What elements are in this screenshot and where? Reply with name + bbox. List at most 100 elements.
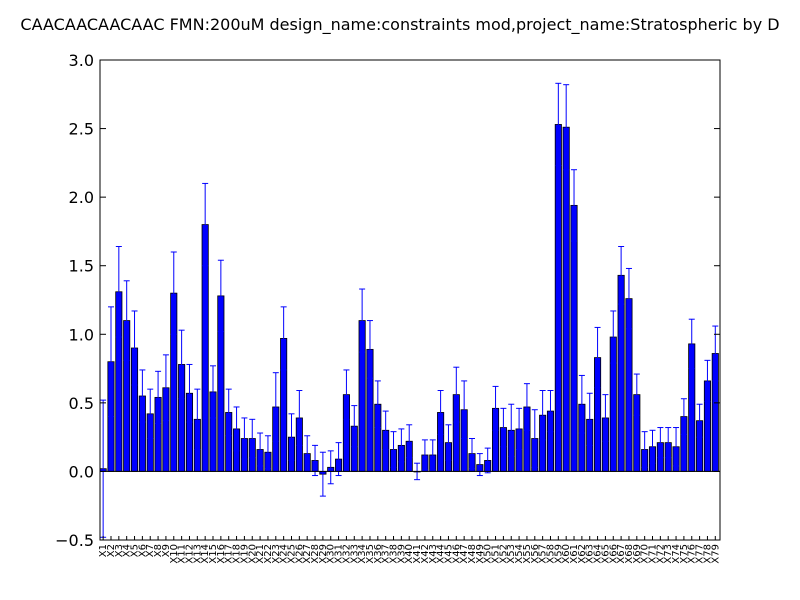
error-bar-X75 (680, 398, 687, 435)
error-bar-X21 (257, 432, 264, 467)
y-tick-label: 0.5 (69, 394, 94, 413)
error-bar-X45 (445, 424, 452, 461)
error-bar-X65 (602, 394, 609, 442)
error-bar-X20 (249, 418, 256, 459)
x-tick-label-X34: X34 (357, 544, 368, 564)
error-bar-X17 (225, 388, 232, 437)
y-tick-label: 3.0 (69, 51, 94, 70)
error-bar-X14 (202, 182, 209, 267)
error-bar-X79 (712, 325, 719, 382)
x-tick-label-X61: X61 (569, 544, 580, 564)
x-tick-label-X76: X76 (687, 544, 698, 564)
x-tick-label-X8: X8 (153, 544, 164, 557)
error-bar-X9 (162, 354, 169, 422)
error-bar-X32 (343, 369, 350, 420)
bar-X61 (570, 204, 578, 472)
error-bar-X37 (382, 410, 389, 450)
error-bar-X16 (217, 259, 224, 333)
error-bar-X39 (398, 428, 405, 463)
error-bar-X73 (665, 427, 672, 459)
error-bar-X6 (139, 369, 146, 423)
x-tick-label-X5: X5 (130, 544, 141, 557)
x-tick-label-X7: X7 (145, 544, 156, 557)
x-tick-label-X79: X79 (710, 544, 721, 564)
x-tick-label-X6: X6 (137, 544, 148, 557)
x-tick-label-X12: X12 (184, 544, 195, 564)
x-tick-label-X10: X10 (169, 544, 180, 564)
x-tick-label-X36: X36 (373, 544, 384, 564)
x-tick-label-X53: X53 (506, 544, 517, 564)
error-bar-X48 (469, 438, 475, 470)
error-bar-X43 (429, 439, 436, 471)
x-tick-label-X78: X78 (702, 544, 713, 564)
error-bar-X76 (688, 318, 695, 370)
x-tick-label-X57: X57 (538, 544, 549, 564)
x-tick-label-X35: X35 (365, 544, 376, 564)
x-tick-label-X46: X46 (451, 544, 462, 564)
x-tick-label-X33: X33 (349, 544, 360, 564)
x-tick-label-X71: X71 (648, 544, 659, 564)
error-bar-X40 (406, 424, 413, 459)
error-bar-X7 (147, 388, 154, 440)
error-bar-X24 (280, 306, 287, 371)
y-tick-label: 1.0 (69, 325, 94, 344)
error-bar-X3 (115, 246, 122, 338)
error-bar-X52 (500, 407, 507, 448)
x-tick-label-X4: X4 (122, 544, 133, 557)
error-bar-X61 (571, 169, 578, 242)
error-bar-X18 (233, 406, 240, 452)
y-tick-label: 2.0 (69, 188, 94, 207)
error-bar-X44 (437, 390, 444, 435)
x-tick-label-X72: X72 (655, 544, 666, 564)
error-bar-X26 (296, 390, 303, 446)
x-tick-label-X31: X31 (334, 544, 345, 564)
error-bar-X5 (131, 310, 138, 386)
x-tick-label-X21: X21 (255, 544, 266, 564)
error-bar-X54 (516, 407, 523, 450)
y-tick-label: 0.0 (69, 462, 94, 481)
error-bar-X15 (210, 365, 217, 419)
x-tick-label-X56: X56 (530, 544, 541, 564)
bar-X59 (554, 124, 562, 472)
x-tick-label-X9: X9 (161, 544, 172, 557)
x-tick-label-X62: X62 (577, 544, 588, 564)
error-bar-X10 (170, 251, 177, 335)
x-tick-label-X42: X42 (420, 544, 431, 564)
error-bar-X72 (657, 427, 664, 459)
error-bar-X38 (390, 431, 397, 468)
x-tick-label-X25: X25 (286, 544, 297, 564)
error-bar-X23 (272, 372, 279, 442)
error-bar-X36 (374, 380, 381, 429)
x-tick-label-X66: X66 (608, 544, 619, 564)
x-tick-label-X32: X32 (341, 544, 352, 564)
x-tick-label-X18: X18 (232, 544, 243, 564)
error-bar-X29 (319, 451, 326, 497)
x-tick-label-X77: X77 (695, 544, 706, 564)
x-tick-label-X59: X59 (553, 544, 564, 564)
x-tick-label-X58: X58 (545, 544, 556, 564)
error-bar-X34 (359, 288, 366, 353)
x-tick-label-X22: X22 (263, 544, 274, 564)
x-tick-label-X23: X23 (271, 544, 282, 564)
x-tick-label-X67: X67 (616, 544, 627, 564)
x-tick-label-X24: X24 (279, 544, 290, 564)
error-bar-X46 (453, 366, 460, 423)
x-tick-label-X27: X27 (302, 544, 313, 564)
x-tick-label-X50: X50 (483, 544, 494, 564)
y-tick-label: −0.5 (55, 531, 94, 550)
x-tick-label-X45: X45 (443, 544, 454, 564)
chart-title: CAACAACAACAAC FMN:200uM design_name:cons… (20, 15, 779, 35)
error-bar-X59 (555, 82, 562, 167)
plot-frame (99, 59, 721, 541)
x-tick-label-X60: X60 (561, 544, 572, 564)
x-tick-label-X54: X54 (514, 544, 525, 564)
x-tick-label-X17: X17 (224, 544, 235, 564)
x-tick-label-X70: X70 (640, 544, 651, 564)
x-tick-label-X37: X37 (381, 544, 392, 564)
error-bar-X51 (492, 385, 499, 431)
x-tick-label-X75: X75 (679, 544, 690, 564)
x-tick-label-X29: X29 (318, 544, 329, 564)
error-bar-X60 (563, 84, 570, 171)
x-tick-label-X13: X13 (192, 544, 203, 564)
error-bar-X30 (327, 450, 334, 485)
